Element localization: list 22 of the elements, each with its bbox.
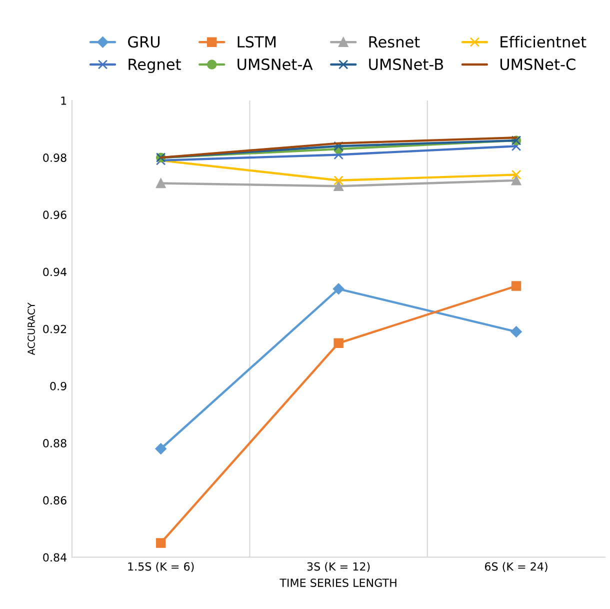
x-tick-label: 6S (K = 24) [484,562,548,572]
y-tick-label: 0.86 [43,496,66,505]
y-tick-label: 0.94 [43,268,66,276]
legend-label: UMSNet-B [369,58,444,70]
y-tick-label: 0.92 [43,324,66,334]
y-tick-label: 0.84 [43,553,66,562]
legend-label: GRU [128,36,160,48]
y-tick-label: 0.98 [43,154,66,162]
y-tick-label: 1 [61,96,66,105]
y-tick-label: 0.88 [43,439,66,448]
x-tick-label: 3S (K = 12) [307,562,370,572]
x-tick-label: 1.5S (K = 6) [128,562,194,572]
y-tick-label: 0.96 [43,210,66,220]
legend-label: LSTM [238,36,276,48]
legend-label: UMSNet-C [500,58,576,70]
y-axis-title: ACCURACY [28,302,35,356]
legend-label: Resnet [369,36,420,48]
legend-label: UMSNet-A [238,58,313,70]
legend-label: Regnet [128,58,181,74]
x-axis-title: TIME SERIES LENGTH [280,578,396,588]
legend-label: Efficientnet [500,36,586,48]
y-tick-label: 0.9 [50,382,66,390]
